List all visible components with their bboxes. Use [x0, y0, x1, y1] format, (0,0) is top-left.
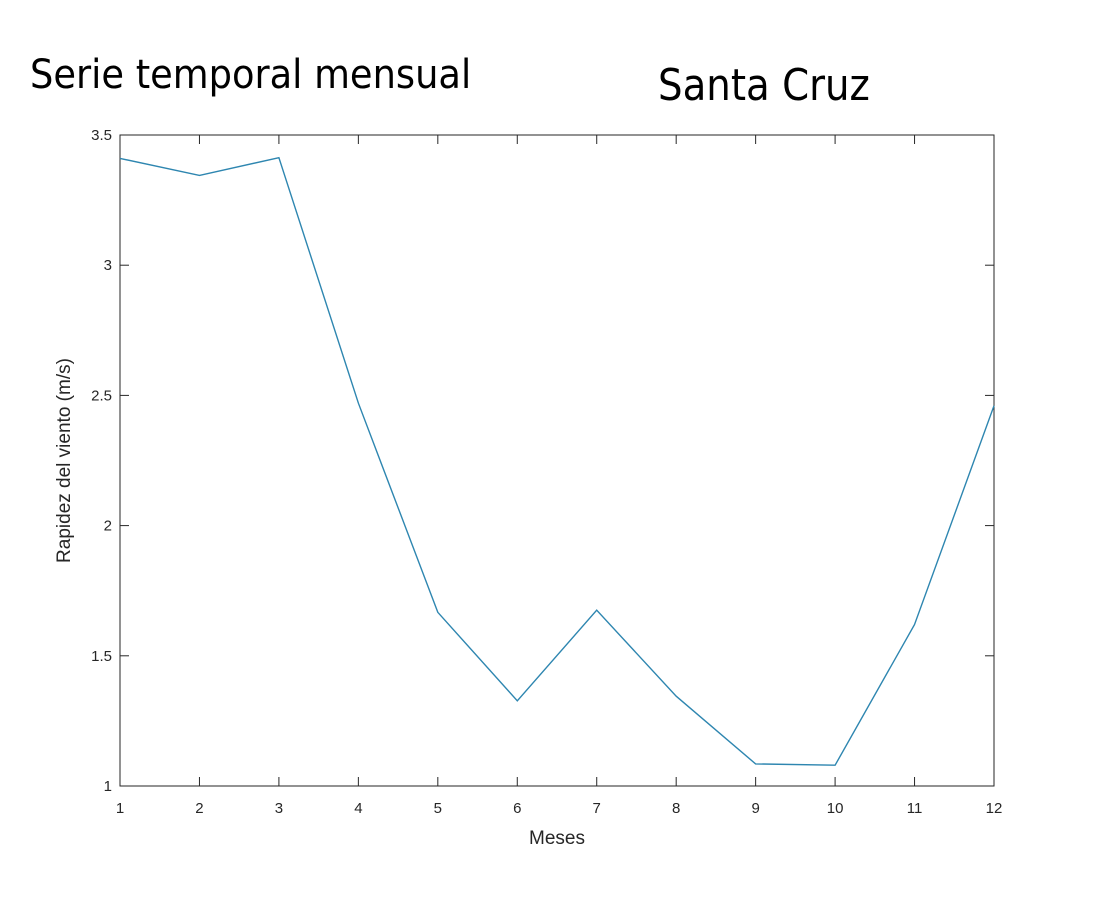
x-tick-label: 12	[986, 800, 1003, 817]
x-tick-labels: 1 2 3 4 5 6 7 8 9 10 11 12	[116, 800, 1003, 817]
x-tick-label: 8	[672, 800, 680, 817]
y-axis-label: Rapidez del viento (m/s)	[54, 358, 75, 563]
x-tick-label: 2	[195, 800, 203, 817]
y-tick-label: 2.5	[91, 387, 112, 404]
y-tick-label: 3.5	[91, 127, 112, 144]
y-tick-labels: 1 1.5 2 2.5 3 3.5	[91, 127, 112, 795]
x-tick-label: 9	[751, 800, 759, 817]
x-tick-label: 1	[116, 800, 124, 817]
axis-ticks	[119, 134, 995, 787]
x-tick-label: 4	[354, 800, 362, 817]
chart-subtitle: Santa Cruz	[658, 60, 870, 111]
x-axis-label: Meses	[529, 828, 585, 849]
series-line	[119, 156, 995, 766]
chart-title: Serie temporal mensual	[30, 52, 472, 98]
plot-frame	[119, 134, 995, 787]
x-tick-label: 10	[827, 800, 844, 817]
x-tick-label: 3	[275, 800, 283, 817]
x-tick-label: 6	[513, 800, 521, 817]
x-tick-label: 11	[907, 800, 923, 817]
y-tick-label: 1.5	[91, 648, 112, 665]
x-tick-label: 5	[434, 800, 442, 817]
y-tick-label: 3	[104, 257, 112, 274]
series-layer	[119, 156, 995, 766]
y-tick-label: 2	[104, 518, 112, 535]
x-tick-label: 7	[593, 800, 601, 817]
y-tick-label: 1	[104, 778, 112, 795]
